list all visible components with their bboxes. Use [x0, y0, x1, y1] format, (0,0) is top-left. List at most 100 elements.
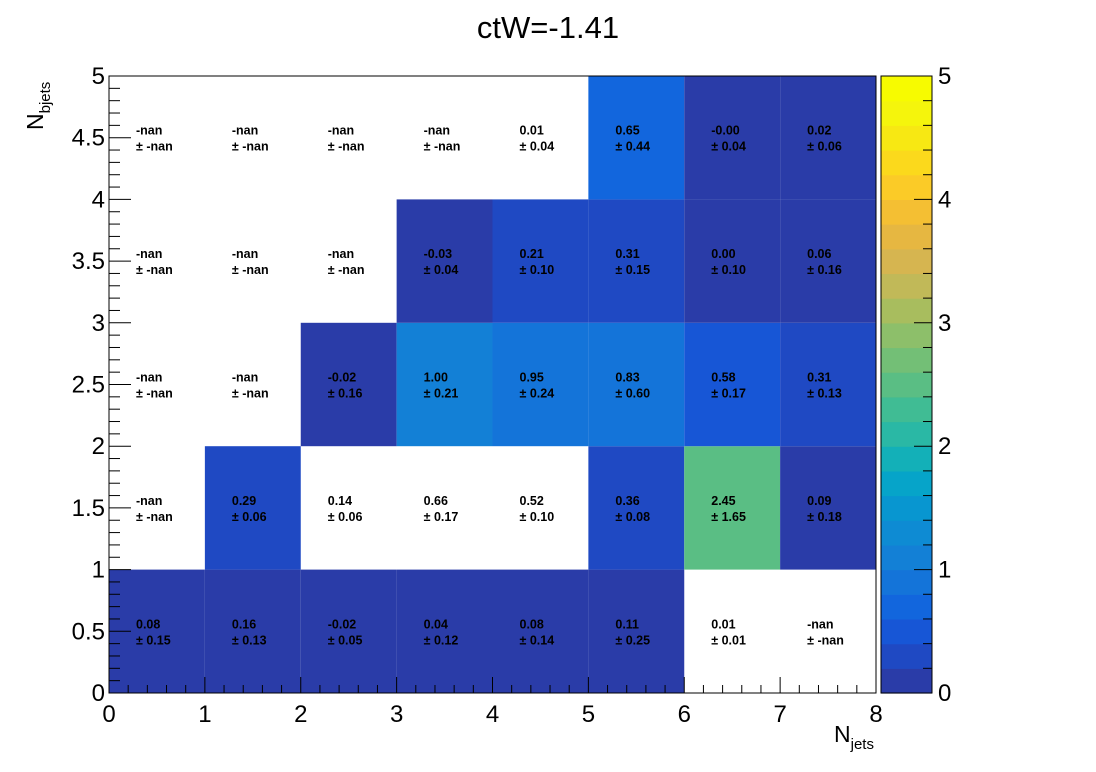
- color-scale-swatch: [881, 322, 932, 349]
- color-scale-swatch: [881, 446, 932, 472]
- cell-value-label: -nan: [136, 247, 162, 261]
- cell-error-label: ± -nan: [136, 140, 173, 154]
- cell-error-label: ± -nan: [807, 633, 844, 647]
- cell-value-label: 0.58: [711, 371, 735, 385]
- y-axis-label-subscript: bjets: [37, 82, 54, 114]
- cell-value-label: 0.29: [232, 494, 256, 508]
- cell-error-label: ± -nan: [232, 387, 269, 401]
- cell-value-label: -0.03: [424, 247, 453, 261]
- heatmap-cell: [204, 446, 301, 570]
- color-scale-swatch: [881, 174, 932, 200]
- cell-value-label: 0.66: [424, 494, 448, 508]
- heatmap-cell: [492, 199, 589, 323]
- heatmap-cell: [492, 569, 589, 693]
- heatmap-cell: [300, 569, 397, 693]
- x-axis-label-subscript: jets: [850, 736, 874, 753]
- cell-error-label: ± 1.65: [711, 510, 746, 524]
- color-scale-swatch: [881, 618, 932, 645]
- cell-error-label: ± 0.13: [807, 387, 842, 401]
- heatmap-cell: [588, 322, 685, 447]
- color-scale-tick-label: 3: [938, 310, 951, 337]
- cell-value-label: 0.31: [615, 247, 639, 261]
- cell-value-label: 0.06: [807, 247, 831, 261]
- cell-labels: 0.08 ± 0.15 0.16 ± 0.13 -0.02 ± 0.05 0.04 ± 0.1…: [136, 124, 844, 648]
- cell-error-label: ± -nan: [232, 140, 269, 154]
- y-tick-label: 4: [92, 186, 105, 213]
- cell-value-label: -0.02: [328, 617, 357, 631]
- cell-error-label: ± 0.60: [615, 387, 650, 401]
- cell-error-label: ± 0.15: [615, 263, 650, 277]
- color-scale-swatch: [881, 569, 932, 595]
- cell-error-label: ± -nan: [136, 387, 173, 401]
- y-tick-label: 2.5: [72, 372, 105, 399]
- cell-value-label: 0.02: [807, 124, 831, 138]
- cell-error-label: ± 0.10: [711, 263, 746, 277]
- cell-value-label: 0.31: [807, 371, 831, 385]
- cell-error-label: ± 0.25: [615, 633, 650, 647]
- cell-error-label: ± -nan: [424, 140, 461, 154]
- color-scale-tick-label: 0: [938, 680, 951, 707]
- cell-error-label: ± 0.10: [520, 263, 555, 277]
- cell-value-label: 0.16: [232, 617, 256, 631]
- cell-value-label: 0.11: [615, 617, 639, 631]
- cell-value-label: 0.00: [711, 247, 735, 261]
- cell-value-label: 0.09: [807, 494, 831, 508]
- cell-value-label: 0.08: [136, 617, 160, 631]
- y-tick-label: 5: [92, 63, 105, 90]
- x-tick-label: 6: [678, 701, 691, 728]
- color-scale-swatch: [881, 125, 932, 151]
- cell-error-label: ± 0.16: [807, 263, 842, 277]
- cell-error-label: ± 0.05: [328, 633, 363, 647]
- cell-value-label: 0.08: [520, 617, 544, 631]
- heatmap-cell: [588, 199, 685, 323]
- cell-error-label: ± 0.18: [807, 510, 842, 524]
- heatmap-cell: [780, 76, 876, 200]
- cell-error-label: ± -nan: [328, 140, 365, 154]
- cell-value-label: 0.65: [615, 124, 639, 138]
- heatmap-cell: [684, 446, 781, 570]
- color-scale-frame: [880, 75, 933, 694]
- cell-value-label: -nan: [136, 371, 162, 385]
- heatmap-cell: [684, 199, 781, 323]
- heatmap-cell: [780, 322, 876, 447]
- cell-value-label: -nan: [232, 124, 258, 138]
- cell-error-label: ± 0.04: [424, 263, 459, 277]
- cell-value-label: 0.21: [520, 247, 544, 261]
- y-tick-label: 1.5: [72, 495, 105, 522]
- heatmap-cell: [780, 446, 876, 570]
- cell-value-label: -nan: [424, 124, 450, 138]
- color-scale-swatch: [881, 347, 932, 373]
- cell-error-label: ± 0.04: [520, 140, 555, 154]
- cell-value-label: -0.02: [328, 371, 357, 385]
- cell-error-label: ± 0.01: [711, 633, 746, 647]
- y-tick-label: 0.5: [72, 618, 105, 645]
- x-tick-label: 3: [390, 701, 403, 728]
- color-scale-swatch: [881, 100, 932, 126]
- x-tick-label: 1: [198, 701, 211, 728]
- cell-error-label: ± 0.06: [328, 510, 363, 524]
- heatmap-cell: [780, 199, 876, 323]
- y-axis-label: Nbjets: [22, 82, 54, 130]
- cell-value-label: 1.00: [424, 371, 448, 385]
- cell-value-label: 2.45: [711, 494, 735, 508]
- x-axis-label: Njets: [834, 721, 874, 753]
- cell-error-label: ± 0.12: [424, 633, 459, 647]
- chart-title: ctW=-1.41: [477, 10, 619, 45]
- cell-error-label: ± -nan: [328, 263, 365, 277]
- color-scale-swatch: [881, 421, 932, 447]
- cell-error-label: ± 0.44: [615, 140, 650, 154]
- color-scale-swatch: [881, 520, 932, 546]
- y-tick-label: 3.5: [72, 248, 105, 275]
- color-scale-swatch: [881, 248, 932, 275]
- cell-error-label: ± 0.16: [328, 387, 363, 401]
- heatmap-cell: [396, 569, 493, 693]
- color-scale-swatch: [881, 594, 932, 620]
- color-scale-swatch: [881, 470, 932, 497]
- color-scale-tick-label: 1: [938, 557, 951, 584]
- cell-error-label: ± 0.21: [424, 387, 459, 401]
- cell-error-label: ± 0.14: [520, 633, 555, 647]
- cell-value-label: 0.01: [711, 617, 735, 631]
- cell-value-label: 0.01: [520, 124, 544, 138]
- cell-error-label: ± 0.13: [232, 633, 267, 647]
- color-scale-swatch: [881, 150, 932, 176]
